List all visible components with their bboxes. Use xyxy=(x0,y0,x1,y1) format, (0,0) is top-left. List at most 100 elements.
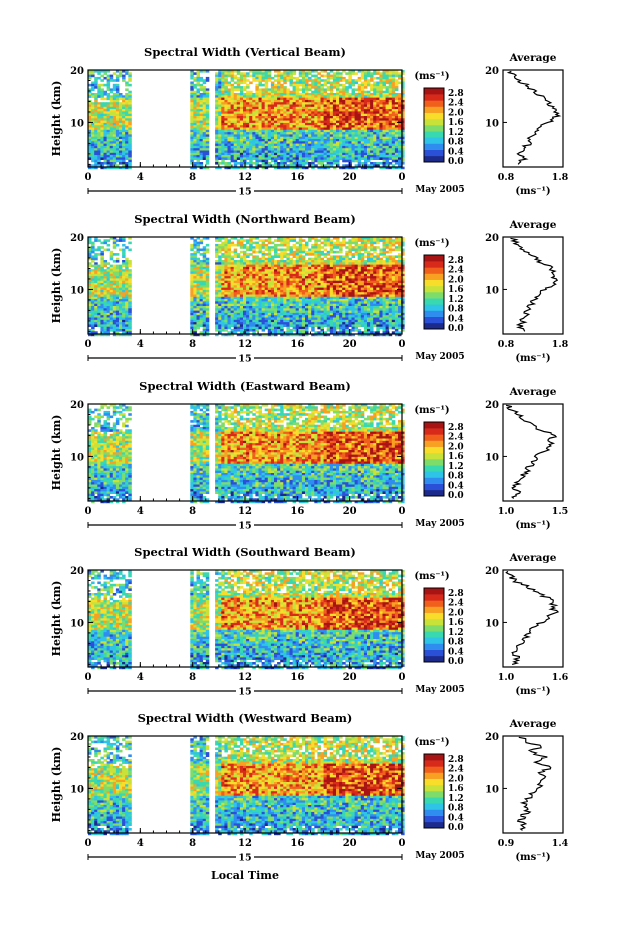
heatmap-cell xyxy=(112,143,117,147)
heatmap-cell xyxy=(261,164,266,167)
heatmap-cell xyxy=(289,139,293,142)
heatmap-cell xyxy=(227,292,231,295)
heatmap-cell xyxy=(128,76,132,80)
heatmap-cell xyxy=(258,139,262,142)
heatmap-cell xyxy=(249,93,253,96)
heatmap-cell xyxy=(252,70,256,73)
heatmap-cell xyxy=(246,139,250,142)
heatmap-cell xyxy=(286,237,290,240)
heatmap-cell xyxy=(109,292,114,295)
heatmap-cell xyxy=(267,271,272,275)
heatmap-cell xyxy=(249,143,253,147)
heatmap-cell xyxy=(215,269,219,272)
heatmap-cell xyxy=(379,166,383,170)
heatmap-cell xyxy=(205,99,210,103)
heatmap-cell xyxy=(122,280,126,284)
heatmap-cell xyxy=(196,106,200,110)
heatmap-cell xyxy=(277,99,281,103)
heatmap-cell xyxy=(122,250,126,254)
heatmap-cell xyxy=(230,93,235,96)
heatmap-cell xyxy=(270,287,275,291)
heatmap-cell xyxy=(100,162,104,165)
heatmap-cell xyxy=(363,74,368,78)
heatmap-cell xyxy=(354,88,359,91)
heatmap-cell xyxy=(227,319,231,323)
heatmap-cell xyxy=(267,324,272,327)
heatmap-cell xyxy=(385,166,390,170)
heatmap-cell xyxy=(91,127,95,131)
heatmap-cell xyxy=(270,262,275,265)
heatmap-cell xyxy=(218,239,222,242)
heatmap-cell xyxy=(106,292,111,295)
heatmap-cell xyxy=(267,90,272,94)
heatmap-cell xyxy=(295,141,300,144)
heatmap-cell xyxy=(311,136,315,140)
heatmap-cell xyxy=(394,104,399,108)
heatmap-cell xyxy=(323,164,328,167)
heatmap-cell xyxy=(289,127,293,131)
heatmap-cell xyxy=(391,88,396,91)
heatmap-cell xyxy=(236,310,241,314)
heatmap-cell xyxy=(289,90,293,94)
heatmap-cell xyxy=(354,141,359,144)
heatmap-cell xyxy=(202,81,207,85)
heatmap-cell xyxy=(109,145,114,149)
heatmap-cell xyxy=(317,88,321,91)
heatmap-cell xyxy=(308,102,312,105)
heatmap-cell xyxy=(376,106,380,110)
heatmap-cell xyxy=(202,134,207,137)
heatmap-cell xyxy=(367,72,371,75)
heatmap-cell xyxy=(230,324,235,327)
heatmap-cell xyxy=(227,162,231,165)
heatmap-cell xyxy=(394,143,399,147)
heatmap-cell xyxy=(125,120,129,124)
heatmap-cell xyxy=(94,285,98,288)
heatmap-cell xyxy=(205,122,210,126)
heatmap-cell xyxy=(239,74,244,78)
heatmap-cell xyxy=(125,83,129,87)
heatmap-cell xyxy=(270,125,275,128)
heatmap-cell xyxy=(221,319,225,323)
heatmap-cell xyxy=(230,70,235,73)
heatmap-cell xyxy=(224,76,228,80)
heatmap-cell xyxy=(394,83,399,87)
heatmap-cell xyxy=(190,139,194,142)
heatmap-cell xyxy=(394,111,399,114)
heatmap-cell xyxy=(391,109,396,112)
heatmap-cell xyxy=(233,292,238,295)
heatmap-cell xyxy=(190,120,194,124)
heatmap-cell xyxy=(246,246,250,249)
heatmap-cell xyxy=(398,159,402,163)
heatmap-cell xyxy=(243,243,247,247)
heatmap-cell xyxy=(190,132,194,135)
heatmap-cell xyxy=(354,81,359,85)
heatmap-cell xyxy=(233,152,238,156)
heatmap-cell xyxy=(391,93,396,96)
heatmap-cell xyxy=(202,322,207,325)
heatmap-cell xyxy=(246,276,250,279)
heatmap-cell xyxy=(311,111,315,114)
heatmap-cell xyxy=(236,292,241,295)
heatmap-cell xyxy=(128,241,132,245)
heatmap-cell xyxy=(264,122,269,126)
heatmap-cell xyxy=(252,150,256,154)
heatmap-cell xyxy=(314,132,318,135)
heatmap-cell xyxy=(394,70,399,73)
heatmap-cell xyxy=(258,141,262,144)
heatmap-cell xyxy=(97,152,101,156)
heatmap-cell xyxy=(239,141,244,144)
heatmap-cell xyxy=(342,145,346,149)
heatmap-cell xyxy=(357,148,362,151)
heatmap-cell xyxy=(246,264,250,268)
heatmap-cell xyxy=(112,315,117,318)
heatmap-cell xyxy=(373,72,377,75)
heatmap-cell xyxy=(280,308,284,311)
heatmap-cell xyxy=(385,99,390,103)
heatmap-cell xyxy=(267,303,272,307)
heatmap-cell xyxy=(202,294,207,298)
heatmap-cell xyxy=(258,239,262,242)
heatmap-cell xyxy=(106,111,111,114)
heatmap-cell xyxy=(215,148,219,151)
heatmap-cell xyxy=(112,104,117,108)
heatmap-cell xyxy=(348,120,352,124)
